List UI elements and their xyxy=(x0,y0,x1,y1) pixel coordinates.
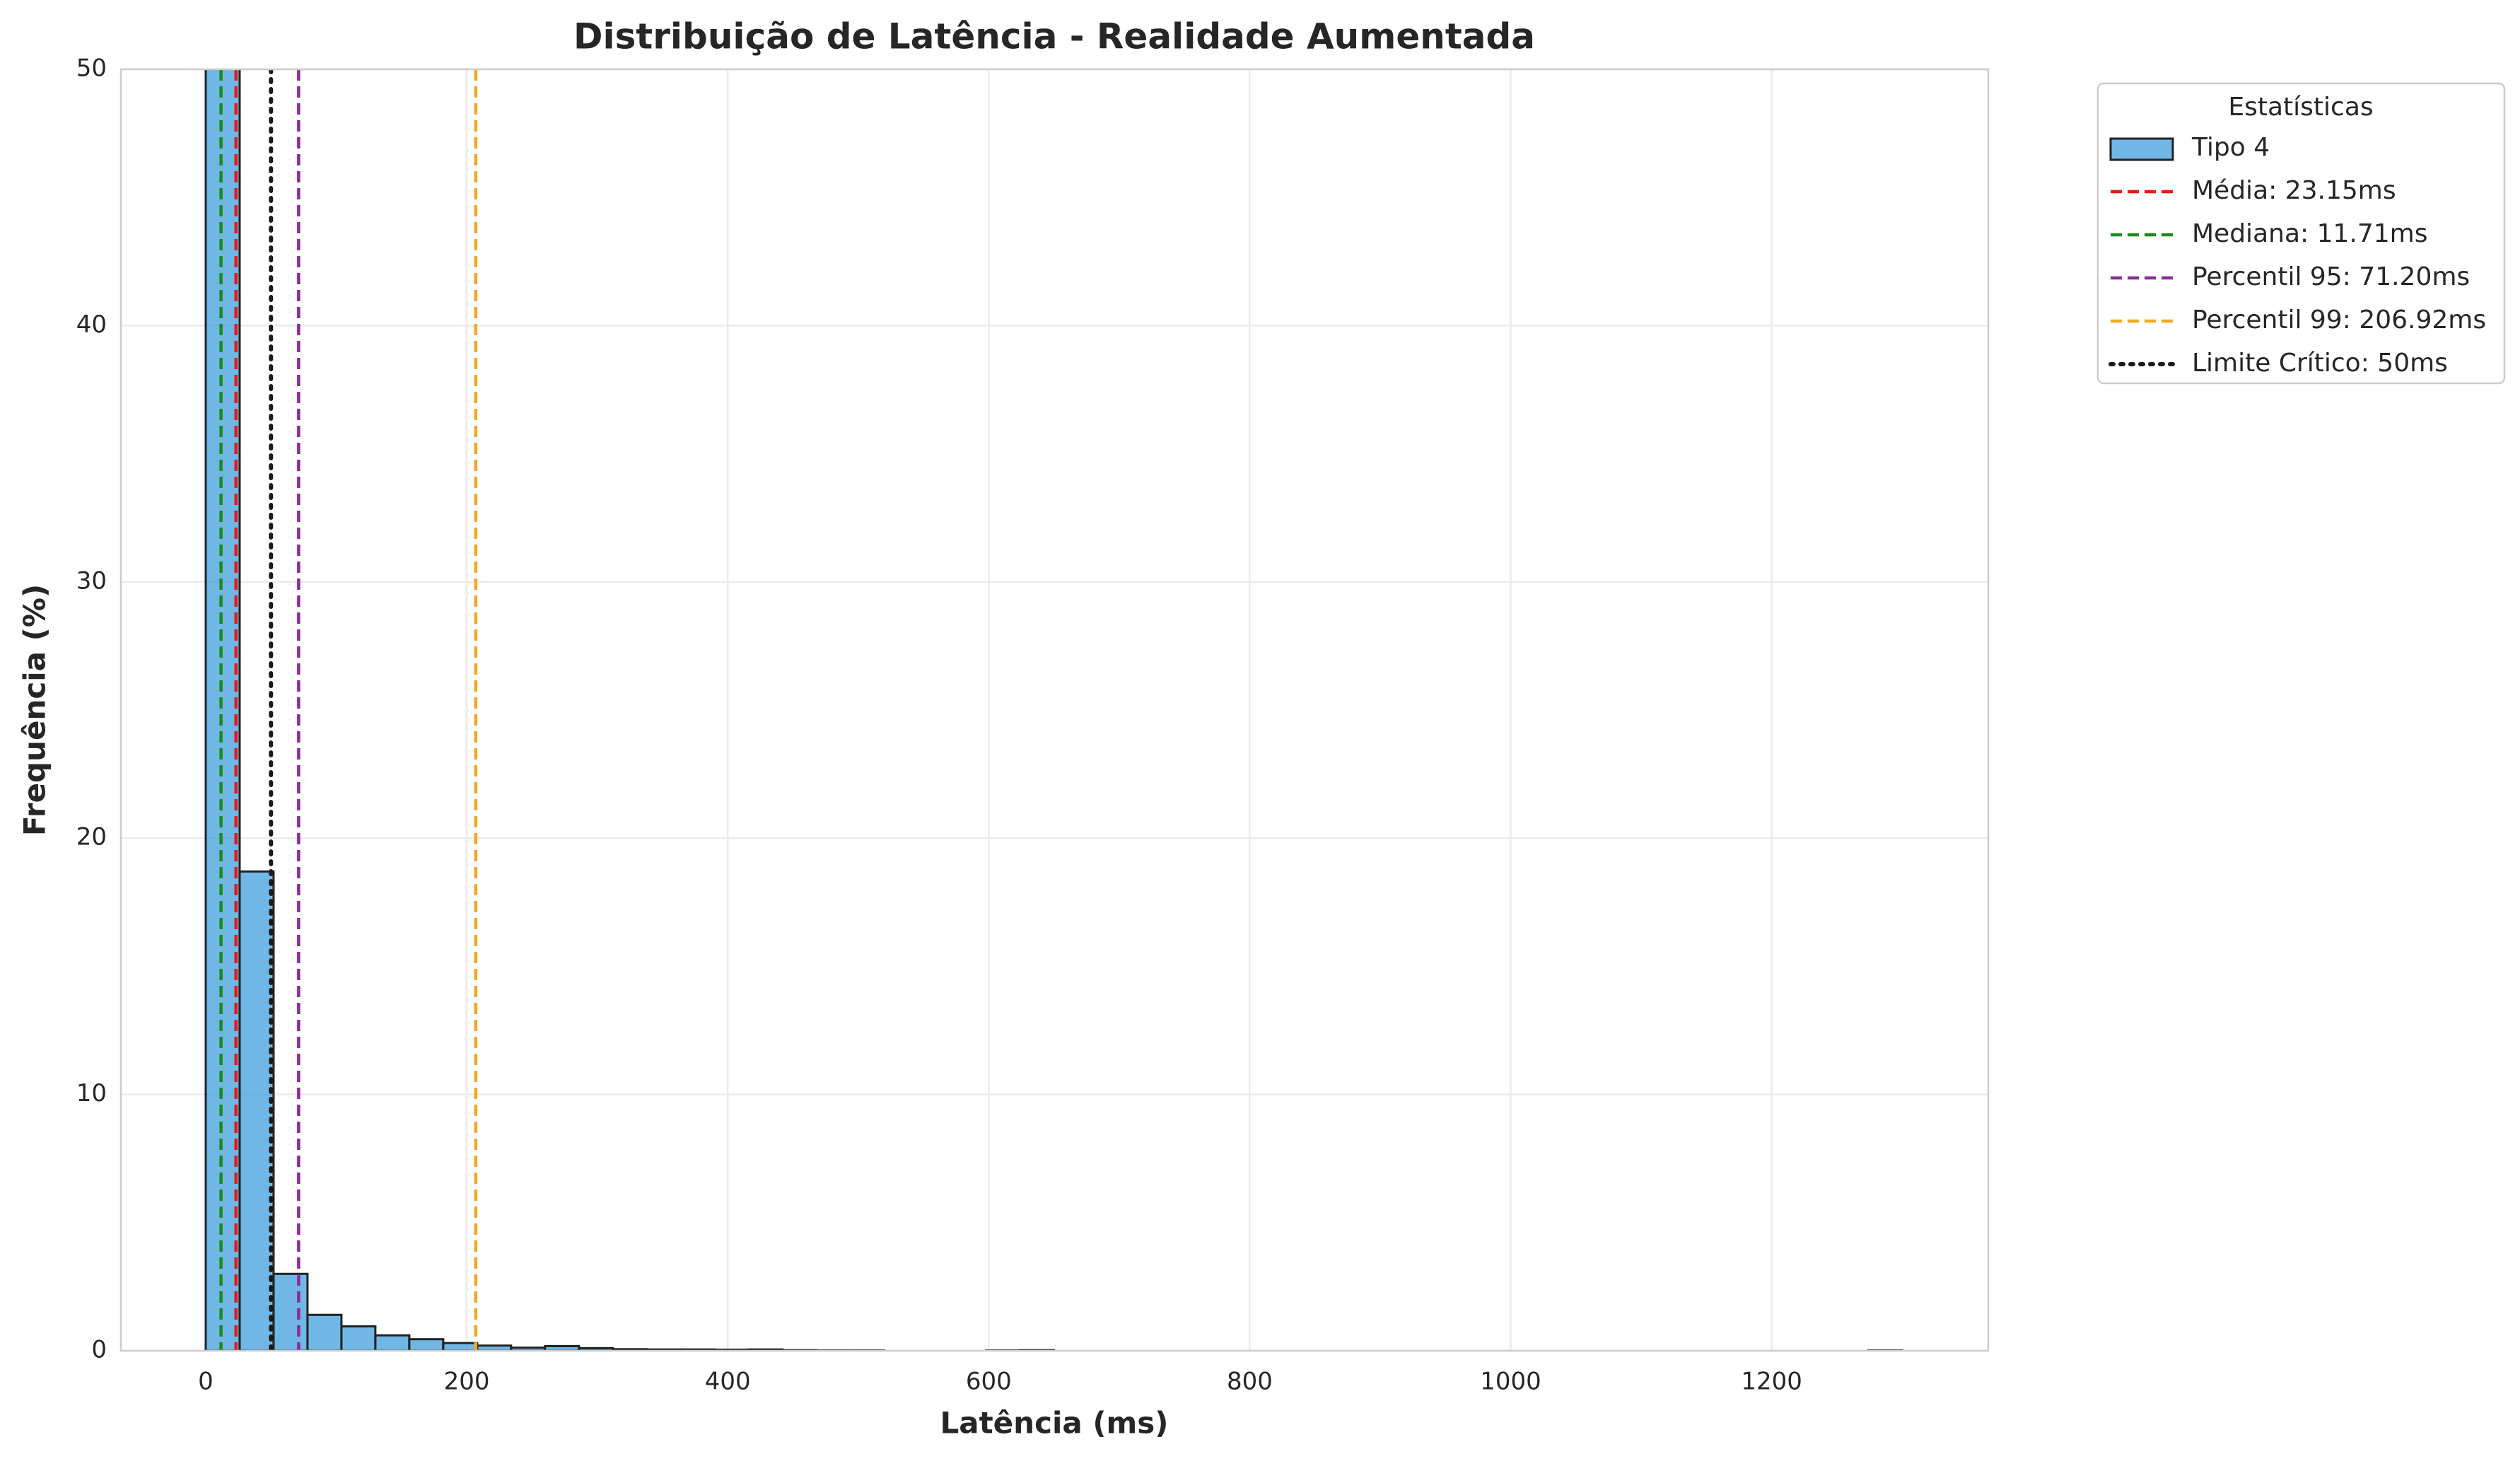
grid xyxy=(121,69,1988,1351)
x-tick-label: 1200 xyxy=(1741,1368,1802,1396)
histogram-bar xyxy=(240,871,274,1351)
legend-label: Mediana: 11.71ms xyxy=(2192,219,2427,248)
histogram-bar xyxy=(274,1274,308,1351)
legend-swatch xyxy=(2111,139,2173,160)
legend-label: Percentil 99: 206.92ms xyxy=(2192,306,2486,334)
y-tick-label: 10 xyxy=(76,1079,107,1107)
histogram-bar xyxy=(409,1339,443,1351)
x-tick-label: 400 xyxy=(705,1368,751,1396)
plot-frame xyxy=(121,69,1988,1351)
y-tick-label: 20 xyxy=(76,823,107,851)
y-tick-label: 0 xyxy=(91,1336,107,1364)
legend: Estatísticas Tipo 4 Média: 23.15ms Mediana… xyxy=(2098,83,2504,383)
y-tick-label: 50 xyxy=(76,54,107,83)
ticks: 0 10 20 30 40 50 0 200 400 600 800 1000 1200 xyxy=(76,54,1802,1396)
histogram-bar xyxy=(375,1335,409,1351)
x-tick-label: 1000 xyxy=(1480,1368,1541,1396)
histogram-bar xyxy=(308,1315,342,1351)
histogram-bar xyxy=(342,1327,375,1351)
bars xyxy=(206,0,1902,1351)
x-axis-label: Latência (ms) xyxy=(940,1406,1169,1441)
x-tick-label: 0 xyxy=(198,1368,214,1396)
x-tick-label: 800 xyxy=(1227,1368,1273,1396)
chart-title: Distribuição de Latência - Realidade Aum… xyxy=(573,16,1535,57)
x-tick-label: 600 xyxy=(966,1368,1012,1396)
y-axis-label: Frequência (%) xyxy=(18,584,52,836)
legend-label: Tipo 4 xyxy=(2191,133,2270,162)
y-tick-label: 30 xyxy=(76,566,107,595)
legend-label: Média: 23.15ms xyxy=(2192,176,2396,205)
legend-label: Percentil 95: 71.20ms xyxy=(2192,262,2470,291)
histogram-bar xyxy=(443,1343,477,1351)
legend-label: Limite Crítico: 50ms xyxy=(2192,349,2448,378)
legend-title: Estatísticas xyxy=(2228,93,2373,122)
x-tick-label: 200 xyxy=(444,1368,490,1396)
y-tick-label: 40 xyxy=(76,310,107,339)
